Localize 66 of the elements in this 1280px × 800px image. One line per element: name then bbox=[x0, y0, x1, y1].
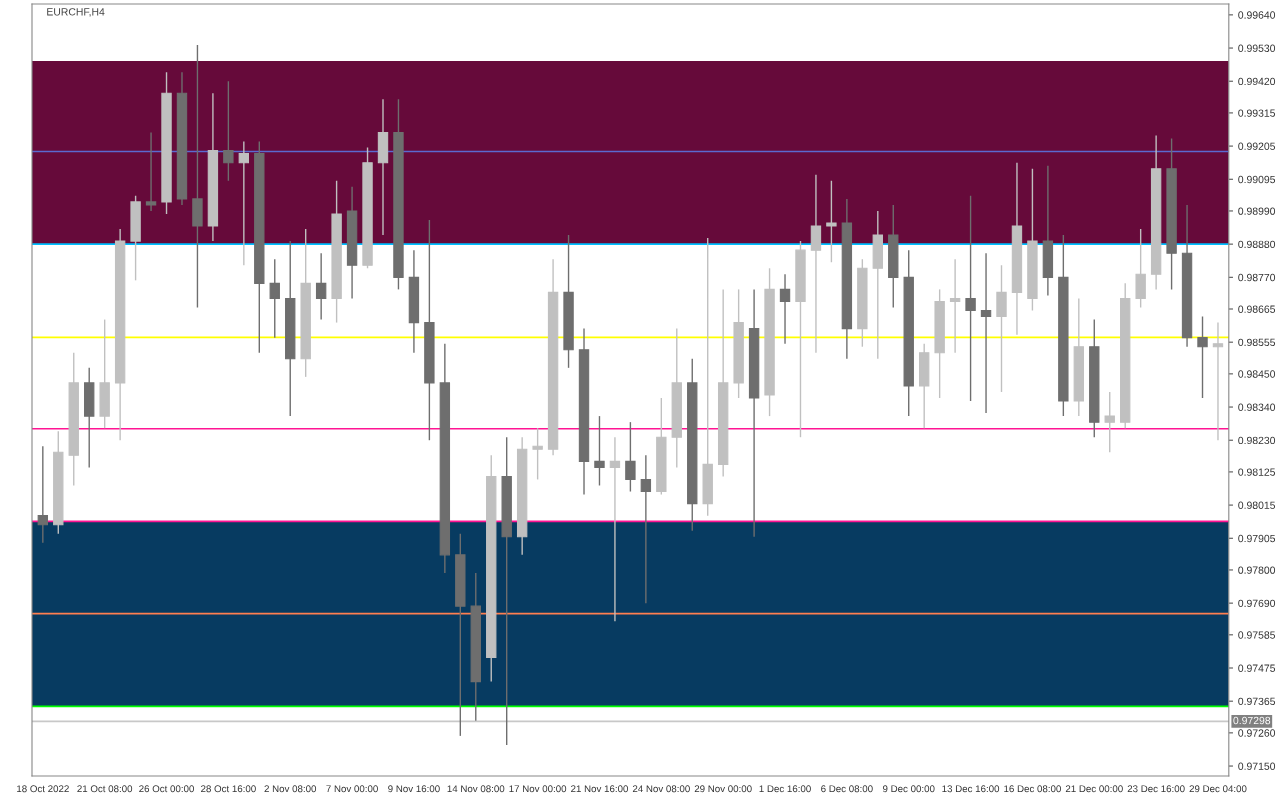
x-tick-label: 28 Oct 16:00 bbox=[201, 785, 256, 793]
candlestick bbox=[145, 131, 157, 212]
y-tick-label: 0.98340 bbox=[1238, 403, 1276, 411]
candlestick bbox=[37, 445, 49, 544]
y-tick-label: 0.98555 bbox=[1238, 338, 1276, 347]
ref-line-label: 0.97298 bbox=[1233, 716, 1271, 725]
y-tick-label: 0.99315 bbox=[1238, 109, 1276, 117]
candlestick bbox=[238, 140, 250, 266]
y-tick-label: 0.98450 bbox=[1238, 370, 1276, 378]
y-tick-label: 0.99530 bbox=[1238, 44, 1276, 52]
chart-title: EURCHF,H4 bbox=[47, 8, 105, 17]
candlestick bbox=[269, 258, 280, 339]
candlestick bbox=[980, 252, 992, 414]
x-tick-label: 26 Oct 00:00 bbox=[139, 785, 194, 793]
candlestick bbox=[826, 180, 837, 263]
x-tick-label: 13 Dec 16:00 bbox=[942, 785, 1000, 793]
candlestick bbox=[779, 273, 791, 345]
x-tick-label: 23 Dec 16:00 bbox=[1127, 785, 1185, 793]
y-tick-label: 0.98770 bbox=[1238, 273, 1276, 282]
candlestick bbox=[1104, 391, 1115, 453]
y-tick-label: 0.99640 bbox=[1238, 11, 1276, 19]
y-tick-label: 0.98880 bbox=[1238, 240, 1276, 249]
candlestick bbox=[1197, 315, 1208, 399]
y-tick-label: 0.97905 bbox=[1238, 534, 1276, 543]
candlestick bbox=[965, 195, 976, 402]
candlestick bbox=[192, 44, 203, 309]
x-tick-label: 9 Dec 00:00 bbox=[882, 785, 935, 793]
y-tick-label: 0.99095 bbox=[1238, 175, 1276, 184]
x-tick-label: 14 Nov 08:00 bbox=[447, 785, 505, 793]
candlestick bbox=[223, 80, 234, 182]
x-tick-label: 21 Nov 16:00 bbox=[571, 785, 629, 793]
x-tick-label: 21 Dec 00:00 bbox=[1065, 785, 1123, 793]
candlestick bbox=[949, 258, 961, 354]
candlestick bbox=[609, 436, 621, 622]
x-tick-label: 17 Nov 00:00 bbox=[509, 785, 567, 793]
candlestick bbox=[640, 454, 652, 604]
x-tick-label: 29 Dec 04:00 bbox=[1189, 785, 1247, 793]
x-tick-label: 29 Nov 00:00 bbox=[694, 785, 752, 793]
y-tick-label: 0.97800 bbox=[1238, 566, 1276, 574]
x-tick-label: 2 Nov 08:00 bbox=[264, 785, 317, 793]
y-tick-label: 0.98015 bbox=[1238, 501, 1276, 509]
x-tick-label: 7 Nov 00:00 bbox=[326, 785, 378, 793]
candlestick bbox=[315, 252, 327, 321]
y-tick-label: 0.98665 bbox=[1238, 305, 1276, 313]
candlestick bbox=[532, 427, 543, 481]
x-tick-label: 16 Dec 08:00 bbox=[1004, 785, 1061, 793]
y-tick-label: 0.98125 bbox=[1238, 468, 1276, 476]
x-tick-label: 1 Dec 16:00 bbox=[759, 785, 811, 793]
y-tick-label: 0.97475 bbox=[1238, 664, 1276, 672]
x-tick-label: 18 Oct 2022 bbox=[17, 785, 69, 793]
y-tick-label: 0.97260 bbox=[1238, 729, 1276, 737]
y-tick-label: 0.98230 bbox=[1238, 436, 1276, 445]
x-tick-label: 9 Nov 16:00 bbox=[388, 785, 440, 793]
y-tick-label: 0.97150 bbox=[1238, 762, 1276, 770]
x-tick-label: 6 Dec 08:00 bbox=[821, 785, 873, 793]
y-tick-label: 0.97585 bbox=[1238, 631, 1276, 639]
candlestick bbox=[594, 415, 605, 487]
y-tick-label: 0.97365 bbox=[1238, 697, 1276, 706]
y-tick-label: 0.99420 bbox=[1238, 77, 1276, 86]
x-tick-label: 24 Nov 08:00 bbox=[632, 785, 690, 793]
y-tick-label: 0.97690 bbox=[1238, 599, 1276, 608]
y-tick-label: 0.99205 bbox=[1238, 142, 1276, 150]
candlestick bbox=[1212, 321, 1224, 441]
candlestick bbox=[625, 421, 636, 493]
x-tick-label: 21 Oct 08:00 bbox=[77, 785, 133, 793]
y-tick-label: 0.98990 bbox=[1238, 207, 1276, 215]
